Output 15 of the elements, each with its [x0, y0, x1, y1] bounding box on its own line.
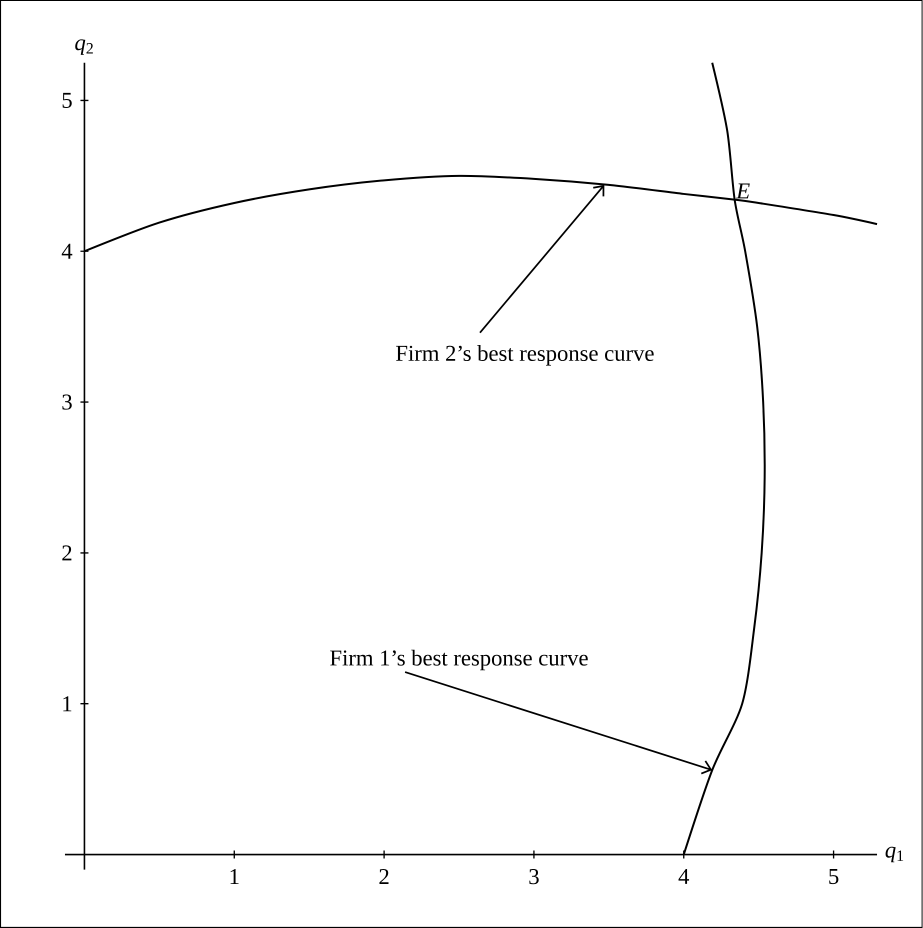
y-tick-label: 2 — [62, 545, 72, 560]
x-tick-label: 5 — [829, 869, 839, 884]
y-tick-label: 4 — [62, 244, 72, 259]
x-tick-label: 4 — [678, 869, 690, 884]
annotation: Firm 2’s best response curve — [396, 345, 654, 366]
x-tick-label: 2 — [380, 869, 389, 884]
y-tick-label: 3 — [62, 394, 72, 410]
annotation: Firm 1’s best response curve — [330, 650, 588, 670]
y-tick-label: 1 — [63, 696, 72, 712]
x-tick-label: 1 — [230, 869, 239, 884]
x-tick-label: 3 — [530, 869, 539, 884]
y-tick-label: 5 — [62, 92, 72, 108]
x-axis-title: q$_{1}$ — [886, 846, 904, 862]
y-axis-title: q$_{2}$ — [75, 39, 94, 55]
annotation: E — [736, 184, 750, 198]
